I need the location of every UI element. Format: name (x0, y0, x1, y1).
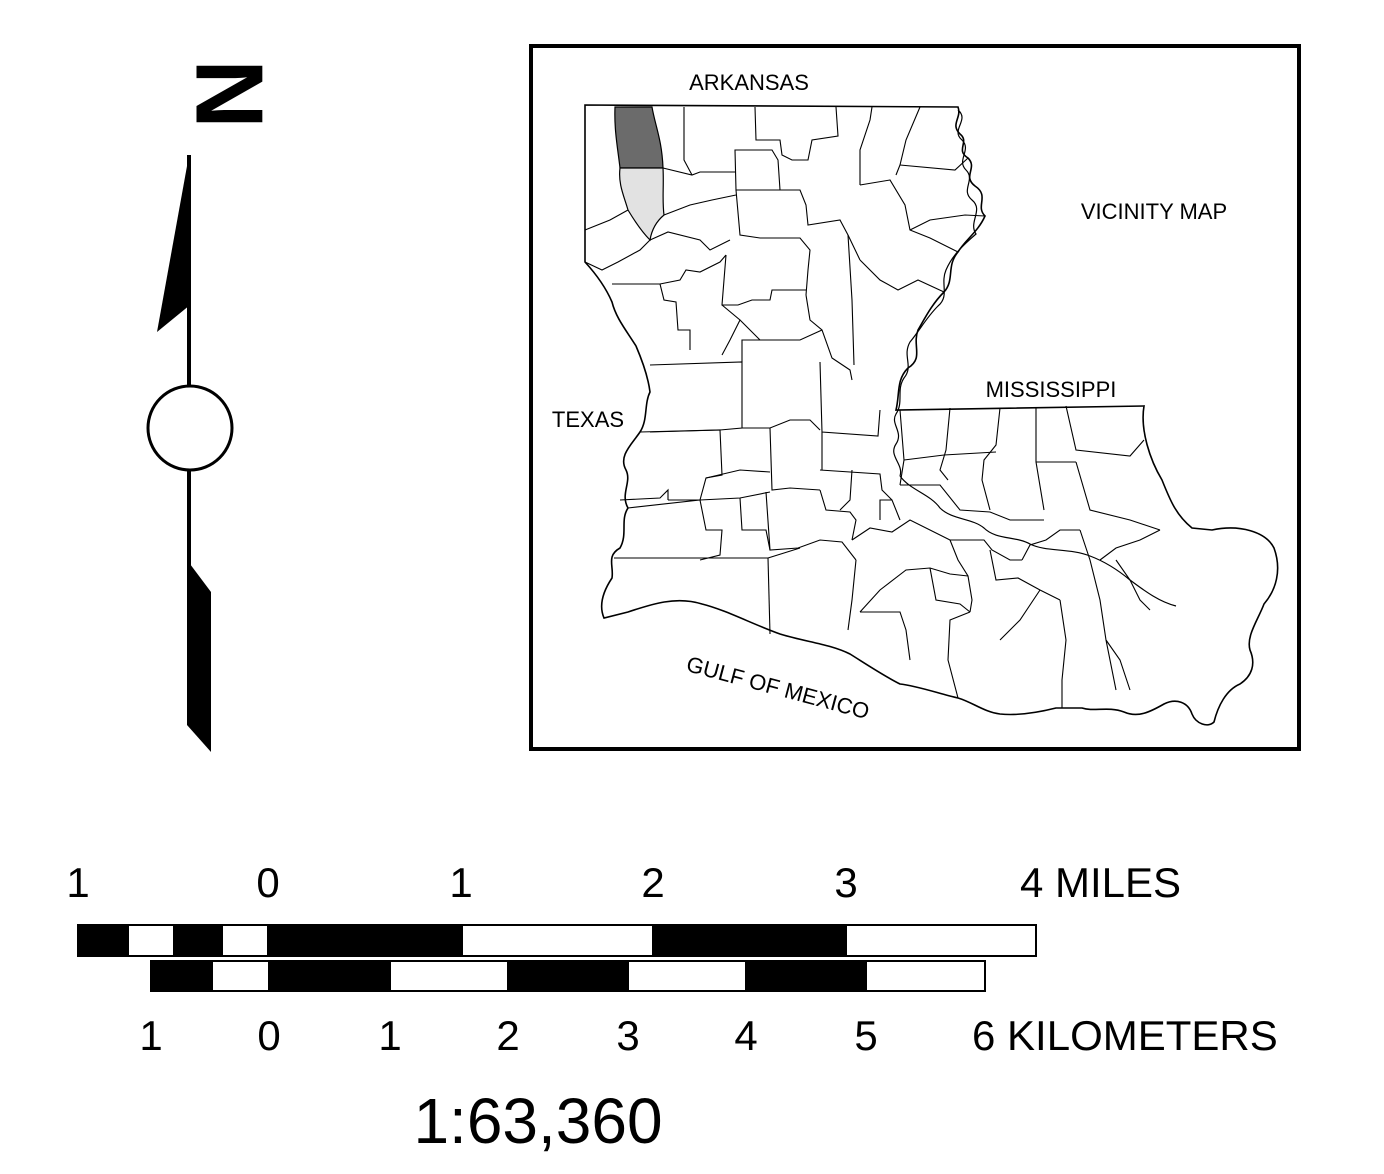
north-arrow-lower-barb (187, 560, 211, 752)
km-tick-label: 3 (616, 1012, 639, 1059)
label-texas: TEXAS (552, 407, 624, 432)
miles-tick-labels: 1 0 1 2 3 4 MILES (66, 859, 1181, 906)
scale-bar: 1 0 1 2 3 4 MILES (66, 859, 1277, 1157)
miles-tick-label: 0 (256, 859, 279, 906)
kilometers-tick-labels: 1 0 1 2 3 4 5 6 KILOMETERS (139, 1012, 1277, 1059)
km-tick-label: 5 (854, 1012, 877, 1059)
north-letter: N (176, 59, 283, 128)
km-tick-label: 1 (139, 1012, 162, 1059)
north-arrow-upper-barb (157, 155, 190, 332)
parish-boundaries (584, 106, 1161, 708)
miles-bar (77, 924, 1037, 957)
km-tick-label: 0 (257, 1012, 280, 1059)
km-tick-label: 2 (496, 1012, 519, 1059)
km-tick-label: 1 (378, 1012, 401, 1059)
km-end-label: 6 KILOMETERS (972, 1012, 1278, 1059)
miles-tick-label: 2 (641, 859, 664, 906)
miles-tick-label: 1 (449, 859, 472, 906)
vicinity-map: ARKANSAS VICINITY MAP TEXAS MISSISSIPPI … (529, 44, 1301, 751)
kilometers-bar (150, 960, 986, 992)
label-mississippi: MISSISSIPPI (986, 377, 1117, 402)
miles-tick-label: 1 (66, 859, 89, 906)
north-arrow-circle (146, 384, 234, 472)
mississippi-river-lower (899, 475, 1177, 607)
north-arrow: N (146, 59, 283, 752)
km-tick-label: 4 (734, 1012, 757, 1059)
label-arkansas: ARKANSAS (689, 70, 809, 95)
mississippi-river (893, 109, 978, 477)
scale-ratio: 1:63,360 (413, 1085, 662, 1157)
miles-tick-label: 3 (834, 859, 857, 906)
label-vicinity-map: VICINITY MAP (1081, 199, 1227, 224)
miles-end-label: 4 MILES (1020, 859, 1181, 906)
